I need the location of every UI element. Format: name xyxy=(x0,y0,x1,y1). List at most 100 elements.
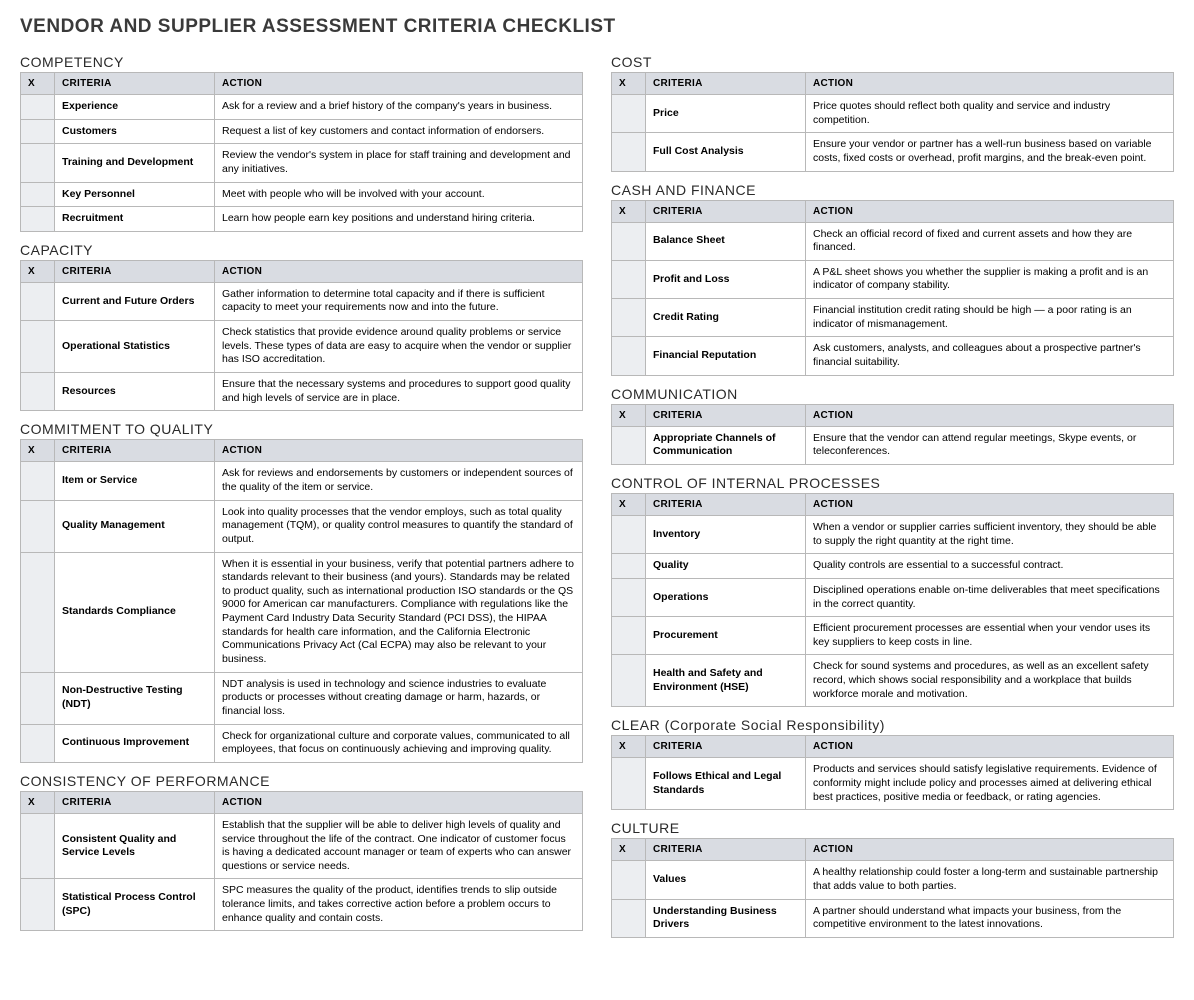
check-cell[interactable] xyxy=(612,758,646,810)
criteria-cell: Values xyxy=(646,861,806,899)
action-cell: SPC measures the quality of the product,… xyxy=(215,879,583,931)
section-title-clear-corporate-social-responsibility: CLEAR (Corporate Social Responsibility) xyxy=(611,717,1174,733)
check-cell[interactable] xyxy=(21,462,55,500)
table-row: Financial ReputationAsk customers, analy… xyxy=(612,337,1174,375)
check-cell[interactable] xyxy=(21,724,55,762)
check-cell[interactable] xyxy=(612,222,646,260)
criteria-cell: Recruitment xyxy=(55,207,215,232)
action-cell: When it is essential in your business, v… xyxy=(215,552,583,672)
action-cell: Ensure that the necessary systems and pr… xyxy=(215,373,583,411)
two-column-layout: COMPETENCYXCRITERIAACTIONExperienceAsk f… xyxy=(20,44,1174,938)
table-row: Appropriate Channels of CommunicationEns… xyxy=(612,426,1174,464)
check-cell[interactable] xyxy=(612,95,646,133)
col-header-criteria: CRITERIA xyxy=(55,791,215,813)
check-cell[interactable] xyxy=(612,899,646,937)
criteria-cell: Full Cost Analysis xyxy=(646,133,806,171)
check-cell[interactable] xyxy=(21,207,55,232)
criteria-table: XCRITERIAACTIONInventoryWhen a vendor or… xyxy=(611,493,1174,707)
table-row: Health and Safety and Environment (HSE)C… xyxy=(612,655,1174,707)
table-row: Statistical Process Control (SPC)SPC mea… xyxy=(21,879,583,931)
check-cell[interactable] xyxy=(612,578,646,616)
col-header-action: ACTION xyxy=(806,404,1174,426)
check-cell[interactable] xyxy=(21,182,55,207)
col-header-criteria: CRITERIA xyxy=(646,839,806,861)
table-row: Understanding Business DriversA partner … xyxy=(612,899,1174,937)
col-header-x: X xyxy=(612,200,646,222)
check-cell[interactable] xyxy=(21,373,55,411)
table-row: OperationsDisciplined operations enable … xyxy=(612,578,1174,616)
action-cell: Check for sound systems and procedures, … xyxy=(806,655,1174,707)
check-cell[interactable] xyxy=(21,282,55,320)
criteria-table: XCRITERIAACTIONFollows Ethical and Legal… xyxy=(611,735,1174,810)
col-header-x: X xyxy=(612,404,646,426)
check-cell[interactable] xyxy=(612,617,646,655)
check-cell[interactable] xyxy=(612,515,646,553)
table-row: Key PersonnelMeet with people who will b… xyxy=(21,182,583,207)
check-cell[interactable] xyxy=(612,861,646,899)
section-title-communication: COMMUNICATION xyxy=(611,386,1174,402)
check-cell[interactable] xyxy=(21,95,55,120)
col-header-criteria: CRITERIA xyxy=(646,736,806,758)
check-cell[interactable] xyxy=(21,119,55,144)
action-cell: NDT analysis is used in technology and s… xyxy=(215,672,583,724)
check-cell[interactable] xyxy=(21,879,55,931)
action-cell: Quality controls are essential to a succ… xyxy=(806,554,1174,579)
check-cell[interactable] xyxy=(21,144,55,182)
check-cell[interactable] xyxy=(612,655,646,707)
check-cell[interactable] xyxy=(21,672,55,724)
check-cell[interactable] xyxy=(21,813,55,879)
check-cell[interactable] xyxy=(612,260,646,298)
table-row: CustomersRequest a list of key customers… xyxy=(21,119,583,144)
table-row: Consistent Quality and Service LevelsEst… xyxy=(21,813,583,879)
col-header-x: X xyxy=(612,493,646,515)
left-column: COMPETENCYXCRITERIAACTIONExperienceAsk f… xyxy=(20,44,583,938)
criteria-cell: Appropriate Channels of Communication xyxy=(646,426,806,464)
action-cell: Ask customers, analysts, and colleagues … xyxy=(806,337,1174,375)
criteria-table: XCRITERIAACTIONExperienceAsk for a revie… xyxy=(20,72,583,232)
table-row: Training and DevelopmentReview the vendo… xyxy=(21,144,583,182)
check-cell[interactable] xyxy=(612,426,646,464)
criteria-table: XCRITERIAACTIONConsistent Quality and Se… xyxy=(20,791,583,931)
check-cell[interactable] xyxy=(21,552,55,672)
action-cell: Ensure your vendor or partner has a well… xyxy=(806,133,1174,171)
col-header-x: X xyxy=(21,260,55,282)
table-row: Non-Destructive Testing (NDT)NDT analysi… xyxy=(21,672,583,724)
check-cell[interactable] xyxy=(21,500,55,552)
table-row: Current and Future OrdersGather informat… xyxy=(21,282,583,320)
criteria-cell: Item or Service xyxy=(55,462,215,500)
check-cell[interactable] xyxy=(612,299,646,337)
col-header-x: X xyxy=(612,839,646,861)
action-cell: Financial institution credit rating shou… xyxy=(806,299,1174,337)
col-header-action: ACTION xyxy=(215,260,583,282)
table-row: Operational StatisticsCheck statistics t… xyxy=(21,321,583,373)
check-cell[interactable] xyxy=(21,321,55,373)
criteria-cell: Continuous Improvement xyxy=(55,724,215,762)
check-cell[interactable] xyxy=(612,337,646,375)
criteria-cell: Credit Rating xyxy=(646,299,806,337)
criteria-table: XCRITERIAACTIONCurrent and Future Orders… xyxy=(20,260,583,411)
col-header-x: X xyxy=(21,440,55,462)
table-row: Continuous ImprovementCheck for organiza… xyxy=(21,724,583,762)
check-cell[interactable] xyxy=(612,133,646,171)
section-title-capacity: CAPACITY xyxy=(20,242,583,258)
action-cell: Look into quality processes that the ven… xyxy=(215,500,583,552)
action-cell: Products and services should satisfy leg… xyxy=(806,758,1174,810)
action-cell: Learn how people earn key positions and … xyxy=(215,207,583,232)
right-column: COSTXCRITERIAACTIONPricePrice quotes sho… xyxy=(611,44,1174,938)
criteria-cell: Customers xyxy=(55,119,215,144)
col-header-x: X xyxy=(612,73,646,95)
section-title-commitment-to-quality: COMMITMENT TO QUALITY xyxy=(20,421,583,437)
table-row: ProcurementEfficient procurement process… xyxy=(612,617,1174,655)
action-cell: Establish that the supplier will be able… xyxy=(215,813,583,879)
check-cell[interactable] xyxy=(612,554,646,579)
action-cell: Disciplined operations enable on-time de… xyxy=(806,578,1174,616)
col-header-action: ACTION xyxy=(806,493,1174,515)
page-title: VENDOR AND SUPPLIER ASSESSMENT CRITERIA … xyxy=(20,16,1174,38)
criteria-cell: Inventory xyxy=(646,515,806,553)
action-cell: Price quotes should reflect both quality… xyxy=(806,95,1174,133)
table-row: Quality ManagementLook into quality proc… xyxy=(21,500,583,552)
table-row: Item or ServiceAsk for reviews and endor… xyxy=(21,462,583,500)
action-cell: A partner should understand what impacts… xyxy=(806,899,1174,937)
criteria-cell: Operations xyxy=(646,578,806,616)
col-header-action: ACTION xyxy=(806,839,1174,861)
